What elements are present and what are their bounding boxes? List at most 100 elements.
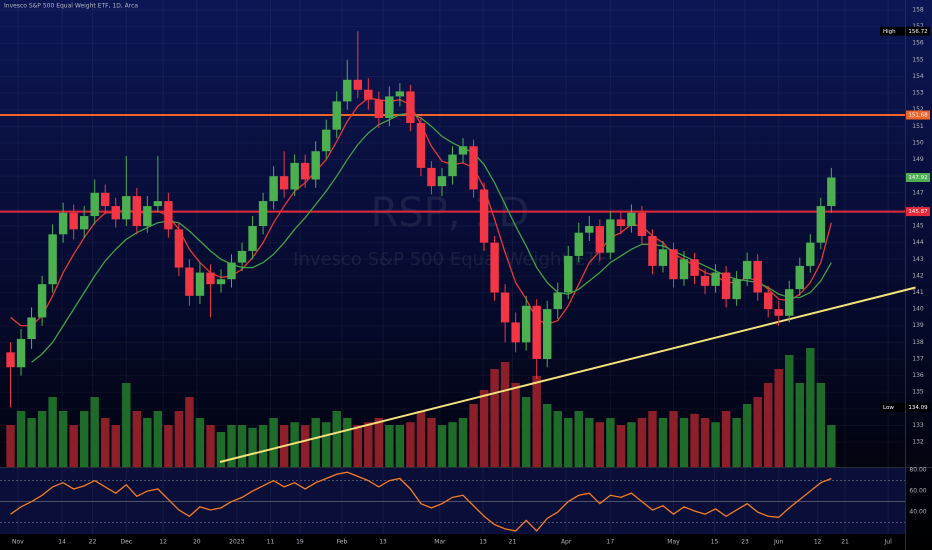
- volume-bar: [111, 425, 120, 467]
- y-tick-label: 144: [912, 239, 924, 246]
- volume-bar: [385, 425, 394, 467]
- candle-body: [237, 250, 247, 263]
- candle-body: [700, 275, 710, 286]
- volume-bar: [648, 411, 657, 467]
- candle-body: [227, 262, 236, 280]
- candle-body: [290, 162, 299, 190]
- x-tick-label: 12: [159, 539, 167, 546]
- chart-title: Invesco S&P 500 Equal Weight ETF, 1D, Ar…: [4, 3, 138, 10]
- candle-body: [648, 236, 657, 266]
- price-badge-label: 151.68: [908, 113, 928, 119]
- volume-bar: [395, 425, 405, 467]
- candle-body: [69, 212, 78, 230]
- x-tick-label: 20: [193, 539, 201, 546]
- y-tick-label: 139: [912, 322, 924, 329]
- volume-bar: [332, 411, 341, 467]
- candle-body: [627, 212, 636, 227]
- candle-body: [490, 242, 499, 293]
- volume-bar: [48, 397, 57, 467]
- volume-bar: [195, 418, 205, 467]
- y-tick-label: 150: [912, 139, 924, 146]
- volume-bar: [290, 422, 299, 467]
- candle-body: [248, 226, 257, 251]
- volume-bar: [101, 418, 110, 467]
- candle-body: [385, 96, 394, 119]
- candle-body: [658, 249, 668, 266]
- candle-body: [806, 242, 815, 266]
- x-tick-label: 11: [267, 539, 275, 546]
- volume-bar: [406, 422, 415, 467]
- volume-bar: [658, 418, 668, 467]
- badge-tag: [880, 26, 905, 36]
- price-badge: [906, 173, 930, 183]
- x-tick-label: 19: [296, 539, 304, 546]
- volume-bar: [595, 422, 605, 467]
- candle-body: [616, 219, 626, 227]
- candle-body: [132, 196, 142, 227]
- volume-bar: [763, 383, 773, 467]
- candle-body: [595, 226, 605, 253]
- y-tick-label: 154: [912, 73, 924, 80]
- candle-body: [279, 176, 289, 190]
- volume-bar: [532, 376, 541, 467]
- volume-bar: [806, 348, 815, 467]
- volume-bar: [469, 404, 478, 467]
- price-badge-label: 145.87: [908, 209, 928, 215]
- candle-body: [521, 305, 531, 343]
- candle-body: [16, 339, 26, 368]
- y-tick-label: 135: [912, 389, 924, 396]
- candle-body: [122, 196, 131, 220]
- volume-bar: [237, 425, 247, 467]
- price-badge: [906, 110, 930, 120]
- candle-body: [143, 206, 152, 227]
- candle-body: [637, 212, 647, 236]
- volume-bar: [16, 411, 26, 467]
- volume-bar: [700, 418, 710, 467]
- volume-bar: [479, 390, 489, 467]
- volume-bar: [143, 418, 152, 467]
- volume-bar: [164, 425, 173, 467]
- price-badge-label: 134.09: [908, 405, 928, 411]
- volume-bar: [721, 411, 731, 467]
- x-tick-label: 12: [814, 539, 822, 546]
- x-tick-label: 17: [607, 539, 615, 546]
- x-tick-label: 13: [479, 539, 487, 546]
- volume-bar: [511, 383, 520, 467]
- y-tick-label: 138: [912, 339, 924, 346]
- candle-body: [79, 216, 89, 230]
- candle-body: [258, 201, 268, 227]
- candle-body: [48, 234, 57, 285]
- volume-bar: [711, 422, 720, 467]
- y-tick-label: 132: [912, 439, 924, 446]
- x-tick-label: Feb: [337, 539, 348, 546]
- y-tick-label: 136: [912, 372, 924, 379]
- candle-body: [711, 272, 720, 286]
- candle-body: [690, 259, 699, 276]
- volume-bar: [269, 418, 278, 467]
- candle-body: [6, 352, 15, 368]
- price-badge-label: 156.72: [908, 29, 927, 35]
- x-tick-label: 2023: [229, 539, 244, 546]
- x-tick-label: Jun: [773, 539, 784, 546]
- rsi-tick-label: 60.00: [909, 488, 926, 495]
- candle-body: [458, 146, 468, 155]
- candle-body: [332, 101, 341, 130]
- watermark-symbol: RSP, 1D: [371, 190, 530, 236]
- x-tick-label: May: [667, 539, 680, 546]
- y-tick-label: 157: [912, 23, 924, 30]
- y-tick-label: 156: [912, 40, 924, 47]
- price-badge: [906, 402, 930, 412]
- volume-bar: [248, 427, 257, 467]
- y-tick-label: 151: [912, 123, 924, 130]
- x-tick-label: Jul: [884, 539, 893, 546]
- candle-body: [469, 146, 478, 190]
- volume-bar: [37, 411, 47, 467]
- candle-body: [395, 91, 405, 97]
- volume-bar: [300, 425, 310, 467]
- candle-body: [185, 267, 194, 296]
- candle-body: [269, 176, 278, 202]
- candle-body: [763, 292, 773, 310]
- x-tick-label: 22: [89, 539, 97, 546]
- volume-bar: [448, 422, 457, 467]
- candle-body: [216, 279, 226, 285]
